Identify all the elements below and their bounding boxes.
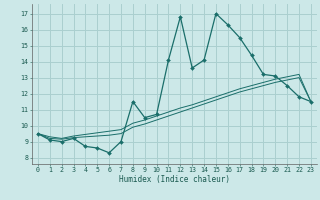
X-axis label: Humidex (Indice chaleur): Humidex (Indice chaleur) xyxy=(119,175,230,184)
